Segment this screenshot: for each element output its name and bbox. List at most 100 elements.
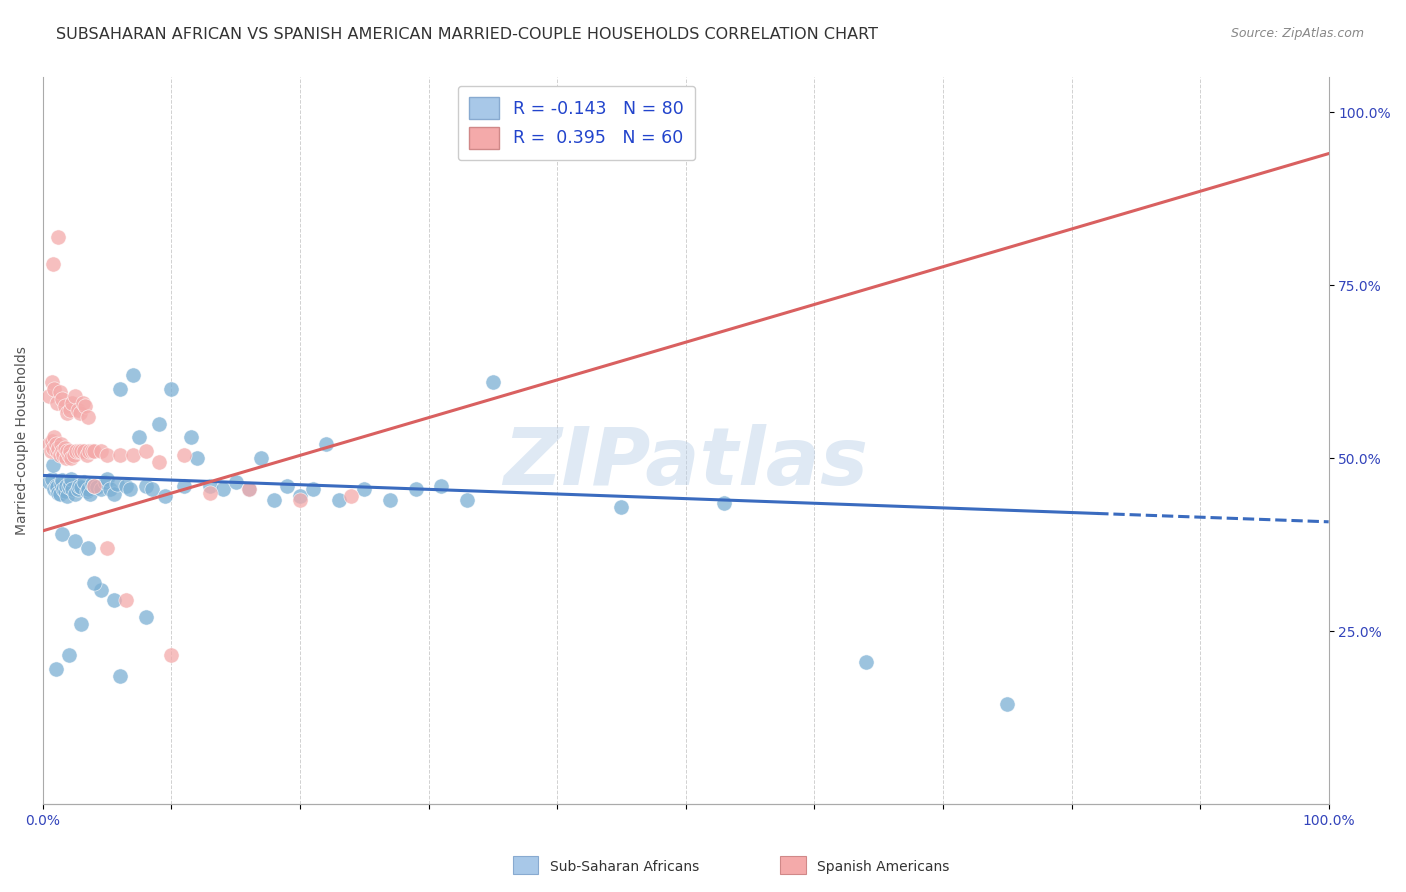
Point [48,448,70,462]
Point [42,257,65,271]
Point [83,575,105,590]
Point [48,385,70,400]
Point [80,444,103,458]
Point [59,444,82,458]
Point [46,441,69,455]
Point [49,437,72,451]
Point [430,479,453,493]
Point [198,479,221,493]
Point [83,444,105,458]
Point [53,484,76,499]
Point [53,399,76,413]
Point [83,479,105,493]
Point [90,444,112,458]
Point [66,402,89,417]
Point [41,434,63,448]
Point [77,483,100,497]
Point [44,382,66,396]
Point [79,487,101,501]
Point [198,485,221,500]
Point [96,472,118,486]
Point [328,492,350,507]
Point [76,484,98,499]
Point [70,480,93,494]
Point [46,396,69,410]
Point [45,662,67,676]
Point [63,534,86,549]
Point [122,368,145,382]
Point [120,483,142,497]
Point [276,479,298,493]
Point [70,617,93,632]
Point [63,487,86,501]
Point [108,448,131,462]
Point [103,487,125,501]
Point [482,375,505,389]
Point [58,480,80,494]
Point [51,527,73,541]
Point [46,480,69,494]
Point [38,389,60,403]
Y-axis label: Married-couple Households: Married-couple Households [15,346,30,535]
Point [44,430,66,444]
Point [73,444,96,458]
Text: ZIPatlas: ZIPatlas [503,424,869,501]
Point [288,492,311,507]
Point [186,451,208,466]
Point [288,489,311,503]
Point [55,479,77,493]
Point [62,483,84,497]
Point [90,483,112,497]
Point [59,477,82,491]
Point [41,375,63,389]
Point [48,487,70,501]
Point [610,500,633,514]
Point [115,593,138,607]
Point [46,229,69,244]
Point [52,483,75,497]
Point [77,541,100,555]
Point [39,444,62,458]
Point [160,382,183,396]
Point [63,389,86,403]
Point [93,475,115,490]
Point [51,392,73,407]
Text: Spanish Americans: Spanish Americans [817,860,949,874]
Point [340,489,363,503]
Point [46,444,69,458]
Point [41,472,63,486]
Point [53,441,76,455]
Point [67,479,90,493]
Point [62,448,84,462]
Point [72,396,94,410]
Point [238,483,260,497]
Point [212,483,235,497]
Point [59,402,82,417]
Point [69,406,91,420]
Point [75,399,97,413]
Point [456,492,478,507]
Point [263,492,285,507]
Point [148,454,170,468]
Point [250,451,273,466]
Point [76,448,98,462]
Point [80,477,103,491]
Point [180,430,202,444]
Point [135,444,157,458]
Point [353,483,375,497]
Point [153,489,176,503]
Point [108,382,131,396]
Point [855,656,877,670]
Point [55,451,77,466]
Point [148,417,170,431]
Point [107,477,129,491]
Point [378,492,401,507]
Point [42,458,65,472]
Point [42,441,65,455]
Point [56,444,79,458]
Point [46,485,69,500]
Point [45,479,67,493]
Point [96,448,118,462]
Point [108,669,131,683]
Point [52,448,75,462]
